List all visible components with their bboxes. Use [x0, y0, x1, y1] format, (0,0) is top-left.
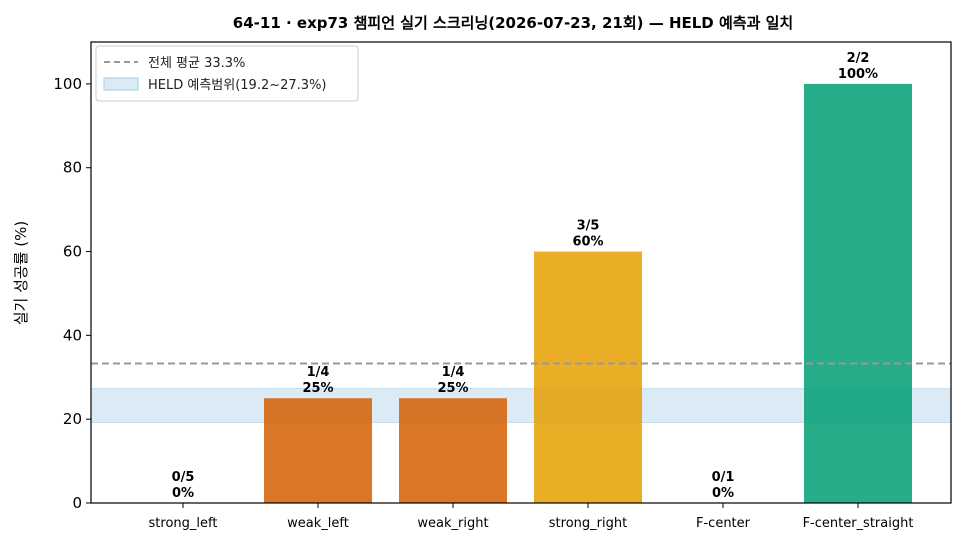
y-tick-label-80: 80	[63, 159, 82, 177]
bar-strong_right	[534, 251, 642, 503]
y-tick-label-60: 60	[63, 243, 82, 261]
bar-count-label-strong_right: 3/5	[577, 219, 600, 234]
legend-average-label: 전체 평균 33.3%	[148, 56, 245, 71]
x-tick-label-F-center: F-center	[696, 516, 751, 531]
legend-frame	[95, 45, 359, 102]
bar-weak_left	[264, 398, 372, 503]
bar-value-label-weak_left: 25%	[302, 381, 333, 396]
x-tick-label-strong_left: strong_left	[149, 516, 218, 531]
plot-frame	[90, 41, 952, 504]
bar-value-label-F-center_straight: 100%	[838, 67, 878, 82]
bar-value-label-F-center: 0%	[712, 486, 734, 501]
bar-value-label-strong_left: 0%	[172, 486, 194, 501]
y-tick-label-0: 0	[72, 494, 82, 512]
x-tick-label-weak_left: weak_left	[287, 516, 349, 531]
axes-layer: 0 20 40 60 80 100 strong_left weak_left weak_rig…	[53, 41, 952, 531]
x-tick-label-F-center_straight: F-center_straight	[803, 516, 914, 531]
x-tick-label-strong_right: strong_right	[549, 516, 627, 531]
legend-band-swatch	[103, 77, 139, 91]
bar-value-label-weak_right: 25%	[437, 381, 468, 396]
y-tick-label-100: 100	[53, 75, 82, 93]
chart-title: 64-11 · exp73 챔피언 실기 스크리닝(2026-07-23, 21…	[233, 14, 793, 32]
y-tick-label-20: 20	[63, 410, 82, 428]
y-axis-label: 실기 성공률 (%)	[12, 221, 30, 326]
x-tick-label-weak_right: weak_right	[417, 516, 488, 531]
legend-band-label: HELD 예측범위(19.2~27.3%)	[148, 78, 327, 93]
bar-count-label-F-center: 0/1	[712, 470, 735, 485]
y-tick-label-40: 40	[63, 326, 82, 344]
bar-count-label-strong_left: 0/5	[172, 470, 195, 485]
bar-F-center_straight	[804, 83, 912, 503]
bars-layer	[264, 83, 912, 503]
bar-weak_right	[399, 398, 507, 503]
bar-value-label-strong_right: 60%	[572, 235, 603, 250]
bar-count-label-weak_right: 1/4	[442, 365, 465, 380]
legend: 전체 평균 33.3% HELD 예측범위(19.2~27.3%)	[95, 45, 359, 102]
bar-count-label-F-center_straight: 2/2	[847, 51, 870, 66]
bar-count-label-weak_left: 1/4	[307, 365, 330, 380]
